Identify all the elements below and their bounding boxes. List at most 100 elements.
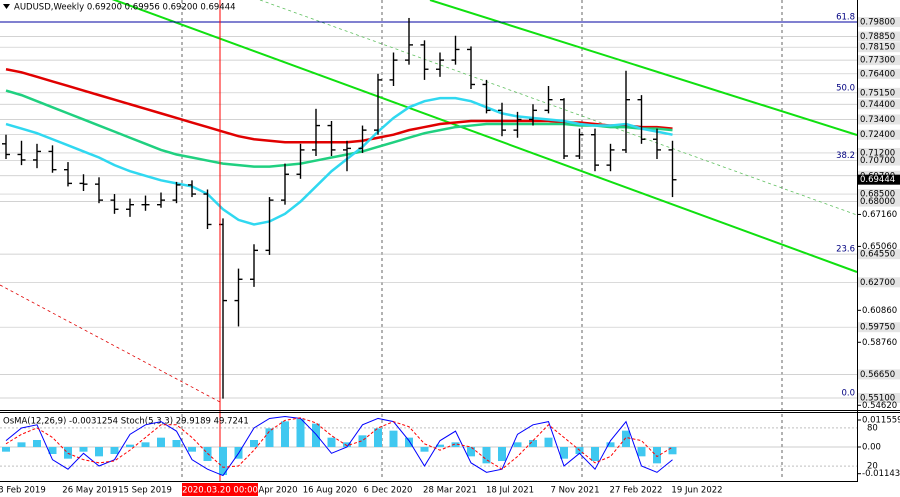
level-box bbox=[858, 99, 900, 110]
osma-bar bbox=[436, 444, 444, 448]
x-tick-label: 7 Nov 2021 bbox=[550, 486, 599, 496]
level-box bbox=[858, 114, 900, 125]
fib-label: 61.8 bbox=[836, 13, 855, 23]
level-box bbox=[858, 189, 900, 200]
osma-bar bbox=[343, 442, 351, 448]
level-box bbox=[858, 87, 900, 98]
level-label: 0.72400 bbox=[860, 130, 895, 140]
level-label: 0.78850 bbox=[860, 32, 895, 42]
last-price-box bbox=[858, 174, 900, 185]
level-label: 0.76400 bbox=[860, 69, 895, 79]
level-box bbox=[858, 147, 900, 158]
frames bbox=[0, 0, 900, 482]
last-price-label: 0.69444 bbox=[860, 175, 895, 185]
stoch-line bbox=[5, 417, 673, 470]
y-tick-label: 0.58760 bbox=[862, 338, 897, 348]
fib-label: 38.2 bbox=[836, 151, 855, 161]
level-label: 0.70700 bbox=[860, 156, 895, 166]
osma-bar bbox=[653, 447, 661, 464]
level-label: 0.68500 bbox=[860, 190, 895, 200]
level-box bbox=[858, 17, 900, 28]
levels bbox=[0, 21, 857, 399]
x-tick-label: 27 Feb 2022 bbox=[610, 486, 663, 496]
level-box bbox=[858, 31, 900, 42]
osma-bar bbox=[451, 442, 460, 448]
osma-bar bbox=[513, 442, 522, 448]
level-label: 0.74400 bbox=[860, 100, 895, 110]
osma-bar bbox=[529, 439, 537, 448]
x-tick-label: 15 Sep 2019 bbox=[118, 486, 172, 496]
level-box bbox=[858, 55, 900, 66]
osma-bar bbox=[2, 447, 10, 452]
moving-average bbox=[5, 96, 673, 226]
level-label: 0.77300 bbox=[860, 56, 895, 66]
level-box bbox=[858, 369, 900, 380]
level-label: 0.71200 bbox=[860, 148, 895, 158]
osma-bar bbox=[482, 447, 491, 464]
fib-label: 0.0 bbox=[841, 388, 855, 398]
osma-bar bbox=[110, 447, 119, 455]
level-label: 0.75150 bbox=[860, 88, 895, 98]
x-tick-label: 18 Jul 2021 bbox=[486, 486, 534, 496]
x-tick-label: 26 May 2019 bbox=[62, 486, 117, 496]
level-label: 0.59750 bbox=[860, 323, 895, 333]
level-label: 0.78150 bbox=[860, 43, 895, 53]
osc-y2-tick-label: 80 bbox=[867, 423, 878, 433]
osma-bar bbox=[327, 437, 336, 448]
osma-bar bbox=[467, 447, 475, 457]
osma-bar bbox=[265, 428, 274, 448]
moving-average bbox=[5, 68, 673, 144]
cursor-box bbox=[182, 483, 258, 496]
level-label: 0.68000 bbox=[860, 197, 895, 207]
osma-bar bbox=[281, 421, 289, 448]
osma-bar bbox=[405, 437, 413, 448]
osma-bar bbox=[420, 447, 429, 452]
osma-bar bbox=[312, 423, 320, 448]
osma-bar bbox=[637, 447, 646, 457]
level-label: 0.56650 bbox=[860, 370, 895, 380]
level-box bbox=[858, 68, 900, 79]
x-tick-label: 6 Dec 2020 bbox=[364, 486, 413, 496]
osma-bar bbox=[95, 447, 103, 457]
osma-bar bbox=[389, 430, 398, 448]
x-tick-label: 3 Feb 2019 bbox=[0, 486, 46, 496]
chart-title: AUDUSD,Weekly 0.69200 0.69956 0.69200 0.… bbox=[14, 3, 236, 13]
level-box bbox=[858, 129, 900, 140]
level-box bbox=[858, 322, 900, 333]
osma-bar bbox=[250, 439, 258, 448]
level-box bbox=[858, 155, 900, 166]
fib-label: 50.0 bbox=[836, 83, 855, 93]
osma-bar bbox=[591, 447, 599, 462]
osma-bar bbox=[79, 447, 88, 452]
osma-bar bbox=[33, 439, 41, 448]
moving-average bbox=[5, 89, 673, 168]
osc-y-tick-label: -0.011432 bbox=[862, 469, 900, 479]
stoch-line bbox=[5, 416, 673, 477]
plot bbox=[2, 17, 677, 399]
level-box bbox=[858, 249, 900, 260]
level-box bbox=[858, 392, 900, 403]
oscillator-title: OsMA(12,26,9) -0.0031254 Stoch(5,3,3) 29… bbox=[3, 417, 249, 427]
level-label: 0.62700 bbox=[860, 278, 895, 288]
x-tick-label: 16 Aug 2020 bbox=[303, 486, 357, 496]
x-tick-label: 28 Mar 2021 bbox=[423, 486, 477, 496]
osma-bar bbox=[17, 442, 26, 448]
osc-y-tick-label: 0.0115593 bbox=[862, 416, 900, 426]
level-label: 0.79800 bbox=[860, 18, 895, 28]
trend-lines bbox=[0, 0, 858, 403]
osc-y-tick-label: 0.00 bbox=[862, 443, 881, 453]
level-box bbox=[858, 277, 900, 288]
level-label: 0.73400 bbox=[860, 115, 895, 125]
osma-bar bbox=[157, 437, 165, 448]
osma-bar bbox=[64, 447, 72, 459]
cursor-label: 2020.03.20 00:00 bbox=[182, 486, 258, 496]
osma-bar bbox=[498, 447, 506, 462]
osma-bar bbox=[188, 447, 196, 452]
y-tick-label: 0.65060 bbox=[862, 242, 897, 252]
y-tick-label: 0.54620 bbox=[862, 401, 897, 411]
osma-bar bbox=[48, 447, 57, 455]
level-box bbox=[858, 42, 900, 53]
osma-bar bbox=[374, 428, 382, 448]
